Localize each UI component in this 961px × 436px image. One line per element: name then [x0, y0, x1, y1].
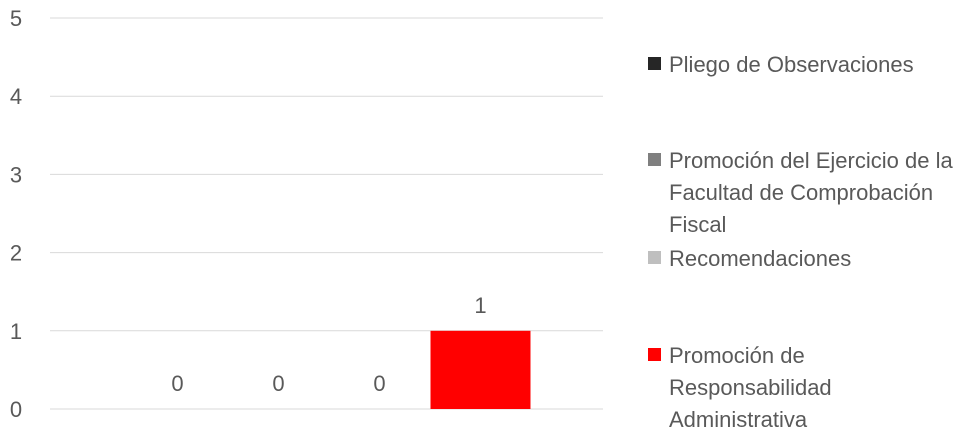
- legend-item-pliego: Pliego de Observaciones: [648, 49, 958, 81]
- legend-swatch-promocion-ejercicio: [648, 153, 661, 166]
- data-label-2: 0: [272, 371, 284, 396]
- y-tick-label-1: 1: [10, 319, 22, 344]
- legend-label-promocion-responsabilidad: Promoción de Responsabilidad Administrat…: [669, 343, 832, 432]
- bar-chart: 0 1 2 3 4 5 0 0 0 1: [10, 6, 603, 422]
- legend-label-recomendaciones: Recomendaciones: [669, 246, 852, 271]
- legend-item-promocion-ejercicio: Promoción del Ejercicio de la Facultad d…: [648, 145, 958, 241]
- legend-label-promocion-ejercicio: Promoción del Ejercicio de la Facultad d…: [669, 148, 953, 237]
- legend-swatch-recomendaciones: [648, 251, 661, 264]
- chart-plot: 0 1 2 3 4 5 0 0 0 1: [10, 6, 603, 422]
- data-label-1: 0: [171, 371, 183, 396]
- bar-4: [430, 330, 531, 409]
- legend-label-pliego: Pliego de Observaciones: [669, 52, 914, 77]
- y-tick-label-4: 4: [10, 84, 22, 109]
- chart-legend: Pliego de Observaciones Promoción del Ej…: [648, 0, 958, 436]
- legend-swatch-pliego: [648, 57, 661, 70]
- data-label-3: 0: [373, 371, 385, 396]
- y-tick-label-0: 0: [10, 397, 22, 422]
- legend-swatch-promocion-responsabilidad: [648, 348, 661, 361]
- y-tick-label-5: 5: [10, 6, 22, 31]
- legend-item-promocion-responsabilidad: Promoción de Responsabilidad Administrat…: [648, 340, 958, 436]
- data-label-4: 1: [474, 293, 486, 318]
- legend-item-recomendaciones: Recomendaciones: [648, 243, 958, 275]
- y-tick-label-2: 2: [10, 241, 22, 266]
- y-tick-label-3: 3: [10, 162, 22, 187]
